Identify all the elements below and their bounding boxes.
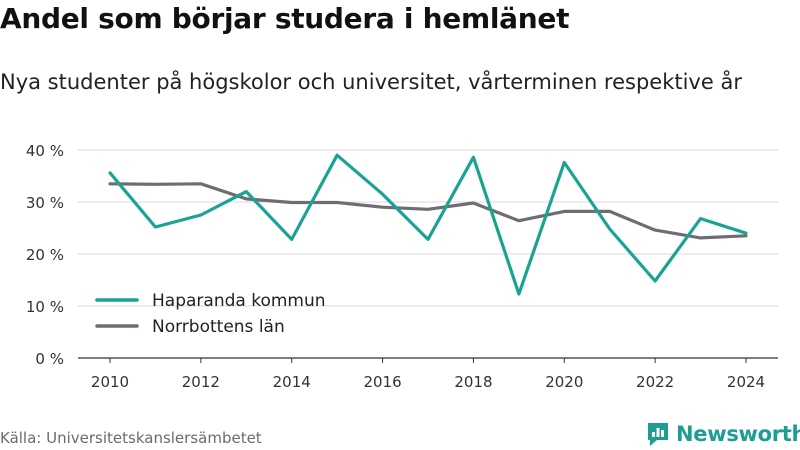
y-tick-label: 0 % xyxy=(35,350,64,368)
legend: Haparanda kommun Norrbottens län xyxy=(95,291,326,337)
line-chart: 0 % 10 % 20 % 30 % 40 % 2010 2012 2014 2016 2018… xyxy=(26,142,778,391)
x-tick-label: 2010 xyxy=(91,373,129,391)
y-tick-label: 10 % xyxy=(26,298,64,316)
legend-label: Haparanda kommun xyxy=(152,291,326,311)
x-tick-label: 2014 xyxy=(273,373,311,391)
x-axis: 2010 2012 2014 2016 2018 2020 2022 2024 xyxy=(91,358,765,391)
brand-name: Newsworthy xyxy=(676,422,800,446)
chart-subtitle: Nya studenter på högskolor och universit… xyxy=(0,70,742,94)
y-axis-ticks: 0 % 10 % 20 % 30 % 40 % xyxy=(26,142,64,368)
chart-title: Andel som börjar studera i hemlänet xyxy=(0,2,570,35)
series-lines xyxy=(108,153,748,296)
x-tick-label: 2020 xyxy=(545,373,583,391)
newsworthy-logo-icon xyxy=(648,423,668,446)
brand-logo: Newsworthy xyxy=(645,420,800,448)
series-line-1 xyxy=(108,182,748,240)
y-tick-label: 40 % xyxy=(26,142,64,160)
y-tick-label: 30 % xyxy=(26,194,64,212)
source-note: Källa: Universitetskanslersämbetet xyxy=(0,429,262,447)
x-tick-label: 2012 xyxy=(182,373,220,391)
y-tick-label: 20 % xyxy=(26,246,64,264)
x-tick-label: 2022 xyxy=(636,373,674,391)
series-line-0 xyxy=(108,153,748,296)
legend-label: Norrbottens län xyxy=(152,317,285,337)
x-tick-label: 2024 xyxy=(727,373,765,391)
gridlines xyxy=(78,149,778,359)
x-tick-label: 2016 xyxy=(363,373,401,391)
x-tick-label: 2018 xyxy=(454,373,492,391)
